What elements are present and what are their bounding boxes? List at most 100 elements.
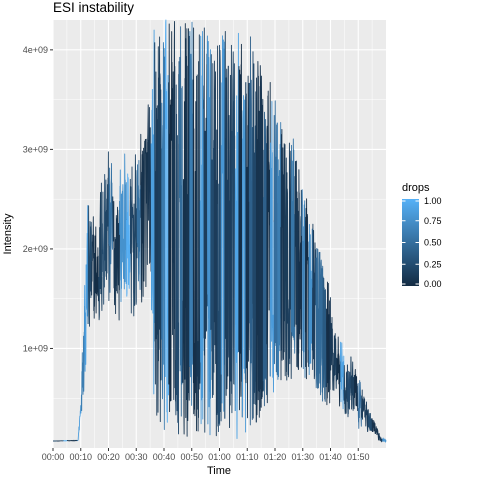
series-line-segment [105, 151, 110, 302]
series-line-segment [252, 51, 257, 423]
legend-label: 0.00 [424, 279, 442, 289]
series-line-segment [182, 23, 187, 435]
series-line-segment [276, 122, 282, 380]
series-line-segment [77, 405, 82, 442]
x-tick-label: 00:50 [180, 452, 203, 462]
legend-label: 0.25 [424, 259, 442, 269]
series-line-segment [224, 30, 229, 419]
series-line-segment [382, 437, 387, 443]
x-axis: 00:00 00:10 00:20 00:30 00:40 00:50 01:00 01:10… [42, 448, 370, 462]
series-line-segment [143, 138, 149, 288]
series-line-segment [192, 27, 198, 432]
series-line-segment [262, 111, 268, 407]
series-line-segment [98, 182, 103, 321]
series-line-segment [378, 432, 383, 443]
series-line-segment [332, 333, 338, 391]
series-line-segment [259, 65, 264, 411]
x-tick-label: 00:00 [42, 452, 65, 462]
series-intensity [52, 19, 387, 443]
series-line-segment [269, 101, 275, 393]
series-line-segment [346, 356, 352, 418]
series-line-segment [94, 226, 100, 314]
y-axis-title: Intensity [2, 213, 14, 254]
series-line-segment [119, 169, 124, 303]
y-tick-label: 1e+09 [23, 343, 48, 353]
legend: drops 0.00 0.25 0.50 0.75 1.00 [402, 182, 442, 289]
series-line-segment [273, 100, 278, 376]
y-tick-label: 3e+09 [23, 144, 48, 154]
series-line-segment [354, 368, 359, 412]
series-line-segment [161, 42, 166, 430]
x-axis-title: Time [207, 465, 231, 477]
series-line-segment [245, 75, 250, 419]
x-tick-label: 01:10 [236, 452, 259, 462]
x-tick-label: 01:20 [264, 452, 287, 462]
series-line-segment [70, 439, 75, 442]
series-line-segment [304, 198, 310, 380]
x-tick-label: 01:40 [319, 452, 342, 462]
series-line-segment [80, 305, 85, 412]
series-line-segment [213, 45, 219, 437]
legend-ticks: 0.00 0.25 0.50 0.75 1.00 [402, 196, 442, 289]
series-line-segment [371, 418, 376, 434]
legend-label: 0.50 [424, 238, 442, 248]
legend-title: drops [402, 182, 430, 194]
series-line-segment [101, 174, 107, 305]
series-line-segment [350, 356, 355, 411]
legend-colorbar [402, 199, 419, 286]
legend-label: 1.00 [424, 196, 442, 206]
series-line-segment [329, 297, 334, 391]
series-line-segment [196, 34, 201, 432]
y-tick-label: 4e+09 [23, 45, 48, 55]
series-line-segment [227, 44, 233, 429]
y-axis: 1e+09 2e+09 3e+09 4e+09 [23, 45, 53, 353]
series-line-segment [294, 160, 299, 370]
series-line-segment [364, 401, 369, 433]
series-line-segment [283, 144, 289, 381]
series-line-segment [115, 201, 121, 321]
x-tick-label: 01:30 [291, 452, 314, 462]
series-line-segment [325, 281, 331, 406]
series-line-segment [315, 247, 320, 389]
series-line-segment [112, 196, 117, 315]
series-line-segment [189, 21, 194, 406]
y-tick-label: 2e+09 [23, 244, 48, 254]
series-line-segment [297, 169, 303, 370]
series-line-segment [339, 341, 345, 410]
series-line-segment [280, 128, 285, 381]
x-tick-label: 01:50 [347, 452, 370, 462]
series-line-segment [375, 426, 380, 441]
series-line-segment [248, 36, 254, 426]
chart-title: ESI instability [53, 0, 134, 15]
series-line-segment [318, 251, 324, 402]
series-line-segment [126, 173, 131, 297]
x-tick-label: 00:40 [153, 452, 176, 462]
x-tick-label: 01:00 [208, 452, 231, 462]
legend-label: 0.75 [424, 216, 442, 226]
series-line-segment [157, 36, 163, 423]
series-line-segment [266, 81, 271, 404]
series-line-segment [185, 28, 191, 437]
series-line-segment [301, 189, 306, 378]
series-line-segment [154, 42, 159, 416]
x-tick-label: 00:20 [97, 452, 120, 462]
series-line-segment [311, 223, 317, 380]
series-line-segment [203, 27, 208, 433]
series-line-segment [168, 23, 173, 413]
series-line-segment [220, 35, 226, 419]
series-line-segment [133, 154, 138, 317]
x-tick-label: 00:30 [125, 452, 148, 462]
series-line-segment [91, 216, 96, 319]
x-tick-label: 00:10 [69, 452, 92, 462]
series-line-segment [140, 133, 145, 303]
series-line-segment [368, 413, 373, 431]
series-line-segment [147, 104, 152, 272]
series-line-segment [164, 19, 170, 423]
series-line-segment [178, 26, 184, 417]
series-line-segment [361, 389, 366, 420]
series-line-segment [136, 159, 142, 290]
series-line-segment [171, 21, 177, 402]
series-line-segment [84, 205, 89, 372]
